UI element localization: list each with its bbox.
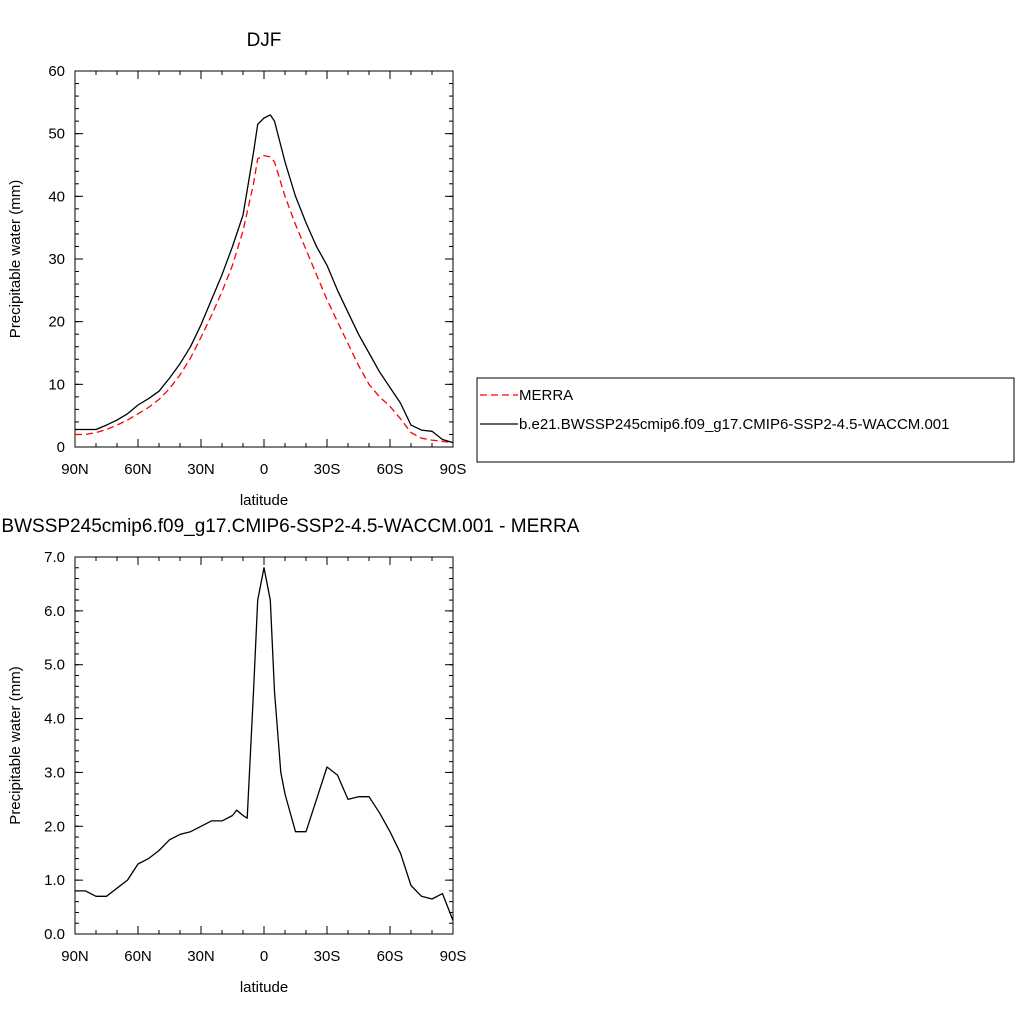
- chart-title: b.e21.BWSSP245cmip6.f09_g17.CMIP6-SSP2-4…: [0, 516, 580, 537]
- series-line: [75, 567, 454, 921]
- legend-label-merra: MERRA: [519, 387, 573, 404]
- plot-frame: [74, 70, 454, 448]
- y-tick-label: 6.0: [44, 603, 65, 620]
- y-tick-label: 60: [48, 63, 65, 80]
- y-tick-label: 2.0: [44, 818, 65, 835]
- y-tick-label: 1.0: [44, 872, 65, 889]
- y-axis-label: Precipitable water (mm): [7, 666, 24, 824]
- x-tick-label: 90S: [440, 461, 467, 478]
- x-tick-label: 60S: [377, 461, 404, 478]
- x-tick-label: 30S: [314, 948, 341, 965]
- bottom-chart: b.e21.BWSSP245cmip6.f09_g17.CMIP6-SSP2-4…: [0, 516, 580, 996]
- y-tick-label: 7.0: [44, 549, 65, 566]
- x-axis-label: latitude: [240, 979, 288, 996]
- x-tick-label: 0: [260, 948, 268, 965]
- x-tick-label: 0: [260, 461, 268, 478]
- y-tick-label: 0: [57, 439, 65, 456]
- legend: MERRA b.e21.BWSSP245cmip6.f09_g17.CMIP6-…: [476, 377, 1015, 463]
- series-lines: [75, 567, 454, 921]
- axis-ticks: 90N 60N 30N 0 30S 60S 90S 0.0 1.0 2.0 3.0 4.0 5.0 6.0…: [44, 549, 466, 965]
- y-tick-label: 3.0: [44, 764, 65, 781]
- x-tick-label: 90S: [440, 948, 467, 965]
- y-tick-label: 40: [48, 188, 65, 205]
- top-chart: DJF 90N 60N 30N 0 30S 60S 90S 0 10 20 30 40 50 60 lat…: [7, 30, 466, 509]
- plot-frame: [74, 556, 454, 935]
- x-tick-label: 60S: [377, 948, 404, 965]
- y-tick-label: 30: [48, 251, 65, 268]
- y-tick-label: 0.0: [44, 926, 65, 943]
- series-line: [75, 154, 454, 444]
- series-lines: [75, 114, 454, 444]
- x-tick-label: 30N: [187, 948, 215, 965]
- y-tick-label: 50: [48, 126, 65, 143]
- x-tick-label: 90N: [61, 461, 89, 478]
- x-tick-label: 60N: [124, 948, 152, 965]
- x-tick-label: 60N: [124, 461, 152, 478]
- x-tick-label: 90N: [61, 948, 89, 965]
- chart-title: DJF: [247, 30, 282, 51]
- x-axis-label: latitude: [240, 492, 288, 509]
- y-tick-label: 4.0: [44, 711, 65, 728]
- y-axis-label: Precipitable water (mm): [7, 180, 24, 338]
- series-line: [75, 114, 454, 444]
- y-tick-label: 20: [48, 314, 65, 331]
- legend-box: [476, 377, 1015, 463]
- legend-label-model: b.e21.BWSSP245cmip6.f09_g17.CMIP6-SSP2-4…: [519, 416, 949, 433]
- x-tick-label: 30N: [187, 461, 215, 478]
- y-tick-label: 10: [48, 376, 65, 393]
- x-tick-label: 30S: [314, 461, 341, 478]
- y-tick-label: 5.0: [44, 657, 65, 674]
- axis-ticks: 90N 60N 30N 0 30S 60S 90S 0 10 20 30 40 50 60: [48, 63, 466, 478]
